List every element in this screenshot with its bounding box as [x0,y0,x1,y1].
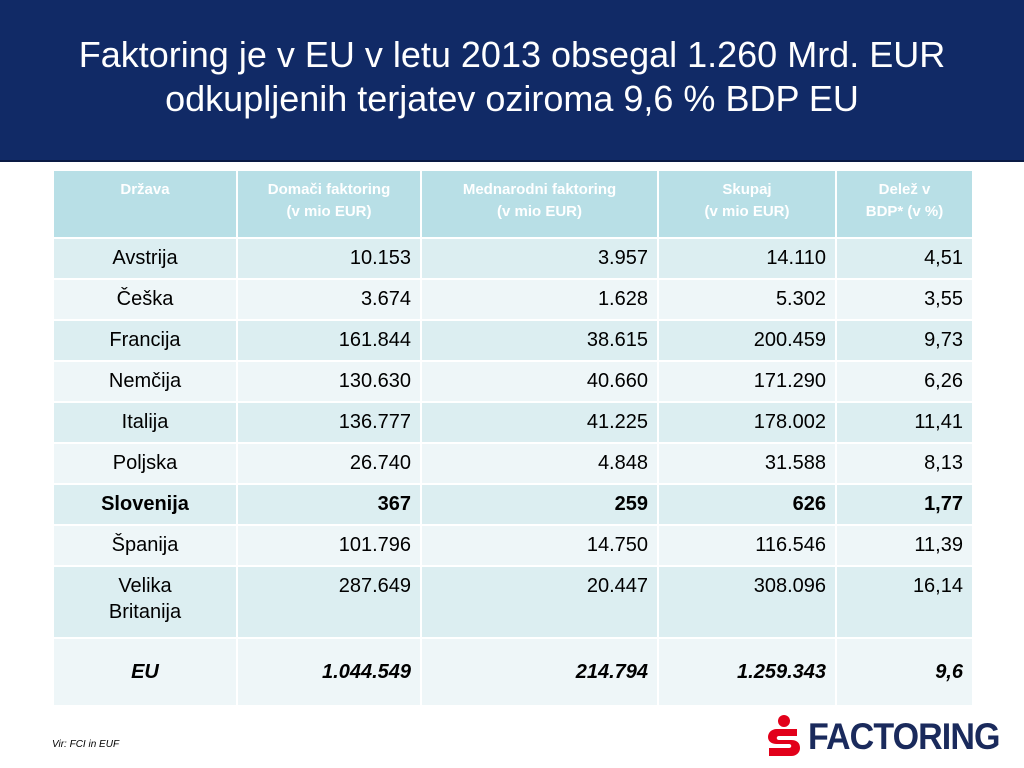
cell-domestic: 101.796 [236,524,422,567]
cell-international: 40.660 [420,360,659,403]
cell-country: Italija [52,401,238,444]
cell-domestic: 287.649 [236,565,422,639]
cell-country: Avstrija [52,237,238,280]
table-row: Češka 3.674 1.628 5.302 3,55 [52,278,974,321]
cell-international: 3.957 [420,237,659,280]
cell-total: 200.459 [657,319,837,362]
cell-domestic: 1.044.549 [236,637,422,707]
cell-domestic: 10.153 [236,237,422,280]
cell-domestic: 3.674 [236,278,422,321]
logo-wordmark: FACTORING [808,716,1000,757]
cell-domestic: 26.740 [236,442,422,485]
cell-country: Češka [52,278,238,321]
cell-total: 5.302 [657,278,837,321]
source-note: Vir: FCI in EUF [52,739,120,750]
cell-domestic: 367 [236,483,422,526]
header-share: Delež v BDP* (v %) [835,169,974,239]
cell-share: 8,13 [835,442,974,485]
cell-total: 308.096 [657,565,837,639]
title-bar: Faktoring je v EU v letu 2013 obsegal 1.… [0,0,1024,162]
factoring-table: Država Domači faktoring (v mio EUR) Medna… [52,169,974,707]
cell-international: 214.794 [420,637,659,707]
cell-total: 171.290 [657,360,837,403]
slide-title-line-2: odkupljenih terjatev oziroma 9,6 % BDP E… [165,78,859,119]
cell-total: 178.002 [657,401,837,444]
cell-share: 1,77 [835,483,974,526]
cell-international: 20.447 [420,565,659,639]
cell-total: 31.588 [657,442,837,485]
cell-international: 38.615 [420,319,659,362]
cell-international: 14.750 [420,524,659,567]
cell-share: 9,6 [835,637,974,707]
cell-country: Velika Britanija [52,565,238,639]
header-total: Skupaj (v mio EUR) [657,169,837,239]
table-row: Velika Britanija 287.649 20.447 308.096 … [52,565,974,639]
table-row: Italija 136.777 41.225 178.002 11,41 [52,401,974,444]
cell-domestic: 161.844 [236,319,422,362]
cell-total: 14.110 [657,237,837,280]
cell-country: Slovenija [52,483,238,526]
cell-international: 41.225 [420,401,659,444]
cell-country: EU [52,637,238,707]
cell-international: 1.628 [420,278,659,321]
cell-share: 11,39 [835,524,974,567]
cell-country: Francija [52,319,238,362]
cell-share: 6,26 [835,360,974,403]
cell-domestic: 130.630 [236,360,422,403]
header-international: Mednarodni faktoring (v mio EUR) [420,169,659,239]
header-row: Država Domači faktoring (v mio EUR) Medna… [52,169,974,239]
table-row: Poljska 26.740 4.848 31.588 8,13 [52,442,974,485]
cell-international: 4.848 [420,442,659,485]
cell-country-line-1: Velika [118,575,172,597]
cell-domestic: 136.777 [236,401,422,444]
cell-share: 3,55 [835,278,974,321]
table-row: Francija 161.844 38.615 200.459 9,73 [52,319,974,362]
cell-international: 259 [420,483,659,526]
table-row: Avstrija 10.153 3.957 14.110 4,51 [52,237,974,280]
cell-country: Poljska [52,442,238,485]
s-bank-logo-icon [768,715,800,756]
cell-total: 116.546 [657,524,837,567]
header-domestic: Domači faktoring (v mio EUR) [236,169,422,239]
cell-share: 16,14 [835,565,974,639]
cell-country: Španija [52,524,238,567]
cell-share: 4,51 [835,237,974,280]
factoring-logo: FACTORING [764,712,1016,762]
header-country: Država [52,169,238,239]
table-row-highlight: Slovenija 367 259 626 1,77 [52,483,974,526]
cell-country-line-2: Britanija [108,601,182,623]
cell-share: 9,73 [835,319,974,362]
cell-country: Nemčija [52,360,238,403]
table-row: Nemčija 130.630 40.660 171.290 6,26 [52,360,974,403]
table-row: Španija 101.796 14.750 116.546 11,39 [52,524,974,567]
cell-total: 626 [657,483,837,526]
cell-share: 11,41 [835,401,974,444]
slide-title: Faktoring je v EU v letu 2013 obsegal 1.… [79,33,945,121]
cell-total: 1.259.343 [657,637,837,707]
table-row-total: EU 1.044.549 214.794 1.259.343 9,6 [52,637,974,707]
slide-title-line-1: Faktoring je v EU v letu 2013 obsegal 1.… [78,34,946,75]
